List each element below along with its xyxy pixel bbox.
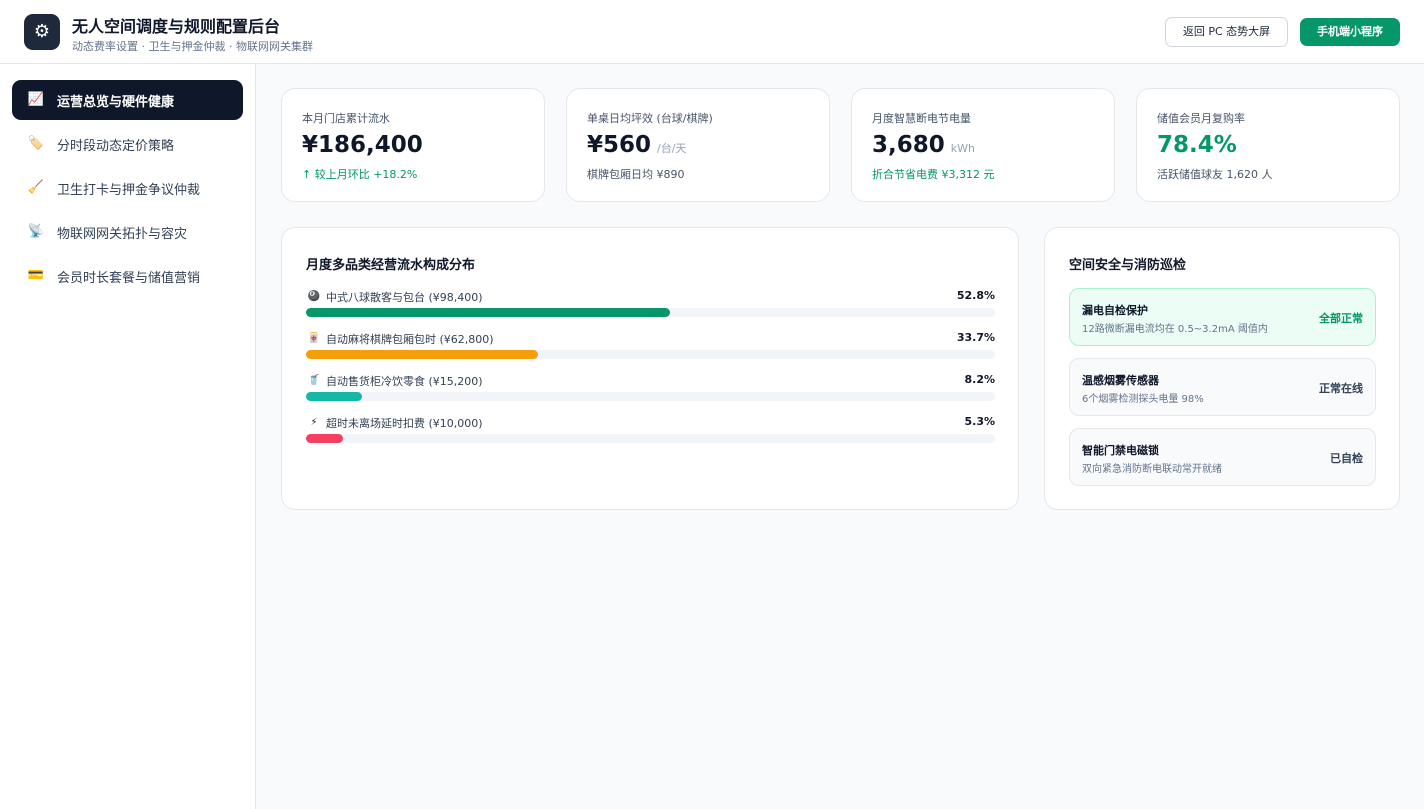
kpi-unit: /台/天 — [657, 142, 687, 155]
safety-item-desc: 双向紧急消防断电联动常开就绪 — [1082, 464, 1222, 475]
kpi-label: 本月门店累计流水 — [302, 112, 390, 125]
dist-percent: 52.8% — [956, 289, 995, 302]
panel-title: 空间安全与消防巡检 — [1069, 258, 1187, 273]
progress-fill — [306, 392, 363, 401]
safety-item-desc: 12路微断漏电流均在 0.5~3.2mA 阈值内 — [1082, 324, 1268, 335]
kpi-card-revenue: 本月门店累计流水 ¥186,400 ↑ 较上月环比 +18.2% — [281, 88, 545, 202]
sidebar-item-iot-gateway[interactable]: 📡 物联网网关拓扑与容灾 — [12, 212, 243, 252]
sidebar: 📈 运营总览与硬件健康 🏷️ 分时段动态定价策略 🧹 卫生打卡与押金争议仲裁 📡… — [0, 64, 256, 809]
kpi-value: ¥186,400 — [302, 132, 423, 158]
safety-item-smoke-sensor: 温感烟雾传感器 6个烟雾检测探头电量 98% 正常在线 — [1069, 358, 1376, 416]
kpi-sub: 棋牌包厢日均 ¥890 — [587, 168, 685, 181]
sidebar-item-label: 物联网网关拓扑与容灾 — [57, 227, 188, 242]
credit-card-icon: 💳 — [27, 268, 45, 283]
kpi-label: 单桌日均坪效 (台球/棋牌) — [587, 112, 713, 125]
dist-label: 中式八球散客与包台 (¥98,400) — [326, 291, 483, 304]
sidebar-item-hygiene[interactable]: 🧹 卫生打卡与押金争议仲裁 — [12, 168, 243, 208]
kpi-card-energy-saving: 月度智慧断电节电量 3,680 kWh 折合节省电费 ¥3,312 元 — [851, 88, 1115, 202]
progress-track — [306, 392, 995, 401]
gear-icon: ⚙ — [24, 14, 60, 50]
sidebar-item-label: 卫生打卡与押金争议仲裁 — [57, 183, 201, 198]
app-title: 无人空间调度与规则配置后台 — [72, 17, 281, 36]
dist-label: 自动售货柜冷饮零食 (¥15,200) — [326, 375, 483, 388]
list-item: 🎱 中式八球散客与包台 (¥98,400) 52.8% — [306, 289, 995, 325]
kpi-label: 月度智慧断电节电量 — [872, 112, 971, 125]
drink-icon: 🥤 — [307, 375, 321, 386]
progress-track — [306, 434, 995, 443]
kpi-sub: 活跃储值球友 1,620 人 — [1157, 168, 1273, 181]
list-item: ⚡ 超时未离场延时扣费 (¥10,000) 5.3% — [306, 415, 995, 451]
safety-item-desc: 6个烟雾检测探头电量 98% — [1082, 394, 1204, 405]
kpi-unit: kWh — [950, 142, 975, 155]
safety-item-title: 漏电自检保护 — [1082, 304, 1148, 317]
status-badge: 全部正常 — [1319, 312, 1363, 325]
safety-item-door-lock: 智能门禁电磁锁 双向紧急消防断电联动常开就绪 已自检 — [1069, 428, 1376, 486]
safety-item-leakage: 漏电自检保护 12路微断漏电流均在 0.5~3.2mA 阈值内 全部正常 — [1069, 288, 1376, 346]
safety-item-title: 智能门禁电磁锁 — [1082, 444, 1159, 457]
kpi-sub: ↑ 较上月环比 +18.2% — [302, 168, 418, 181]
dist-percent: 5.3% — [964, 415, 995, 428]
satellite-icon: 📡 — [27, 224, 45, 239]
back-to-dashboard-button[interactable]: 返回 PC 态势大屏 — [1165, 17, 1288, 47]
status-badge: 正常在线 — [1319, 382, 1363, 395]
lightning-icon: ⚡ — [310, 417, 318, 428]
app-subtitle: 动态费率设置 · 卫生与押金仲裁 · 物联网网关集群 — [72, 40, 313, 53]
kpi-card-table-efficiency: 单桌日均坪效 (台球/棋牌) ¥560/台/天 棋牌包厢日均 ¥890 — [566, 88, 830, 202]
price-tag-icon: 🏷️ — [27, 136, 45, 151]
revenue-distribution-panel: 月度多品类经营流水构成分布 🎱 中式八球散客与包台 (¥98,400) 52.8… — [281, 227, 1019, 510]
sidebar-item-pricing[interactable]: 🏷️ 分时段动态定价策略 — [12, 124, 243, 164]
progress-fill — [306, 308, 670, 317]
sidebar-item-label: 运营总览与硬件健康 — [57, 95, 175, 110]
safety-inspection-panel: 空间安全与消防巡检 漏电自检保护 12路微断漏电流均在 0.5~3.2mA 阈值… — [1044, 227, 1400, 510]
progress-fill — [306, 434, 343, 443]
panel-title: 月度多品类经营流水构成分布 — [306, 258, 476, 273]
sidebar-item-overview[interactable]: 📈 运营总览与硬件健康 — [12, 80, 243, 120]
kpi-value: ¥560/台/天 — [587, 132, 687, 158]
billiard-ball-icon: 🎱 — [307, 291, 321, 302]
dist-percent: 8.2% — [964, 373, 995, 386]
chart-up-icon: 📈 — [27, 92, 45, 107]
kpi-label: 储值会员月复购率 — [1157, 112, 1245, 125]
safety-item-title: 温感烟雾传感器 — [1082, 374, 1159, 387]
list-item: 🀄 自动麻将棋牌包厢包时 (¥62,800) 33.7% — [306, 331, 995, 367]
sidebar-item-membership[interactable]: 💳 会员时长套餐与储值营销 — [12, 256, 243, 296]
list-item: 🥤 自动售货柜冷饮零食 (¥15,200) 8.2% — [306, 373, 995, 409]
progress-track — [306, 350, 995, 359]
mini-program-button[interactable]: 手机端小程序 — [1300, 18, 1400, 46]
kpi-value: 78.4% — [1157, 132, 1237, 158]
kpi-sub: 折合节省电费 ¥3,312 元 — [872, 168, 995, 181]
progress-fill — [306, 350, 539, 359]
kpi-value: 3,680 kWh — [872, 132, 975, 158]
broom-icon: 🧹 — [27, 180, 45, 195]
mahjong-icon: 🀄 — [307, 333, 321, 344]
dist-percent: 33.7% — [956, 331, 995, 344]
dist-label: 自动麻将棋牌包厢包时 (¥62,800) — [326, 333, 494, 346]
progress-track — [306, 308, 995, 317]
sidebar-item-label: 分时段动态定价策略 — [57, 139, 175, 154]
top-header: ⚙ 无人空间调度与规则配置后台 动态费率设置 · 卫生与押金仲裁 · 物联网网关… — [0, 0, 1424, 64]
sidebar-item-label: 会员时长套餐与储值营销 — [57, 271, 201, 286]
kpi-card-repurchase: 储值会员月复购率 78.4% 活跃储值球友 1,620 人 — [1136, 88, 1400, 202]
status-badge: 已自检 — [1330, 452, 1363, 465]
dist-label: 超时未离场延时扣费 (¥10,000) — [326, 417, 483, 430]
